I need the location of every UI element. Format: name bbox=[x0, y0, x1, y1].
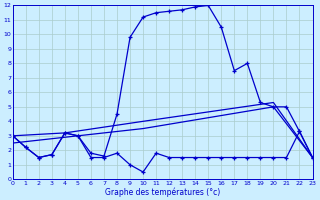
X-axis label: Graphe des températures (°c): Graphe des températures (°c) bbox=[105, 187, 220, 197]
